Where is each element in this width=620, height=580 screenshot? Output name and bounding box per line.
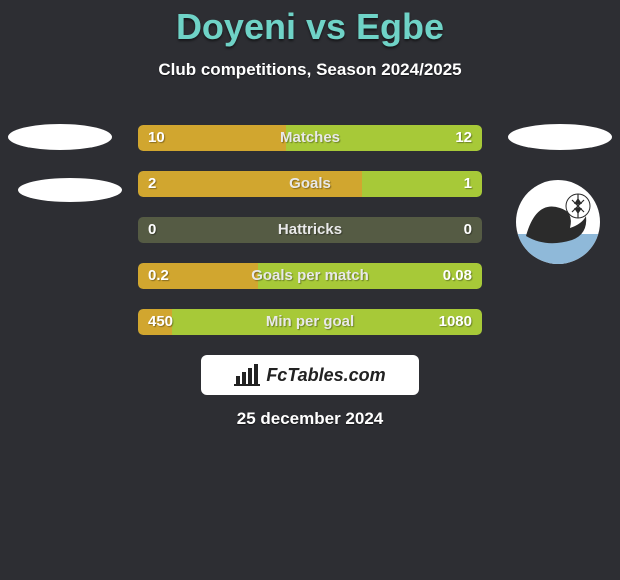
comparison-title: Doyeni vs Egbe [0, 0, 620, 48]
subtitle: Club competitions, Season 2024/2025 [0, 60, 620, 80]
player1-club-placeholder [18, 178, 122, 202]
stat-right-value: 1080 [439, 309, 472, 335]
branding-box: FcTables.com [201, 355, 419, 395]
stat-row-goals-per-match: 0.2 Goals per match 0.08 [138, 263, 482, 289]
stat-label: Goals per match [138, 263, 482, 289]
stat-row-hattricks: 0 Hattricks 0 [138, 217, 482, 243]
stat-row-min-per-goal: 450 Min per goal 1080 [138, 309, 482, 335]
infographic-date: 25 december 2024 [0, 409, 620, 429]
stat-label: Matches [138, 125, 482, 151]
stat-row-matches: 10 Matches 12 [138, 125, 482, 151]
stats-bars: 10 Matches 12 2 Goals 1 0 Hattricks 0 0.… [138, 125, 482, 355]
vs-label: vs [306, 6, 346, 47]
player2-club-logo [516, 180, 600, 264]
player2-avatar-placeholder [508, 124, 612, 150]
stat-label: Hattricks [138, 217, 482, 243]
stat-label: Min per goal [138, 309, 482, 335]
stat-label: Goals [138, 171, 482, 197]
stat-right-value: 12 [455, 125, 472, 151]
player1-name: Doyeni [176, 6, 296, 47]
stat-right-value: 0.08 [443, 263, 472, 289]
player1-avatar-placeholder [8, 124, 112, 150]
stat-right-value: 0 [464, 217, 472, 243]
stat-row-goals: 2 Goals 1 [138, 171, 482, 197]
stat-right-value: 1 [464, 171, 472, 197]
branding-label: FcTables.com [266, 365, 385, 386]
bar-chart-icon [234, 364, 260, 386]
player2-name: Egbe [356, 6, 444, 47]
